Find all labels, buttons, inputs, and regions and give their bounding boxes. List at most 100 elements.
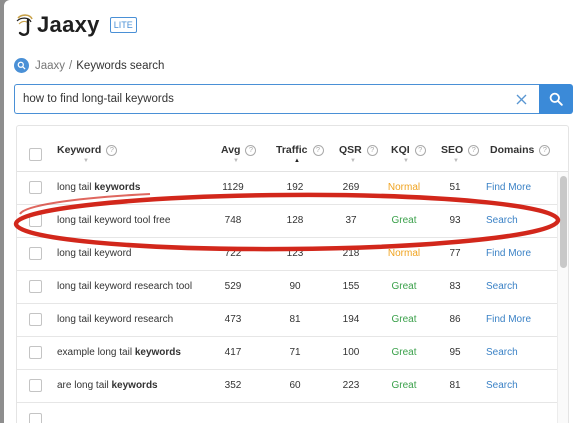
- help-circle-icon[interactable]: ?: [539, 144, 551, 156]
- domains-link[interactable]: Find More: [486, 248, 532, 259]
- keyword-cell[interactable]: are long tail keywords: [57, 370, 158, 402]
- keyword-text: long tail keyword: [57, 248, 132, 259]
- sort-arrow-icon: ▼: [233, 158, 239, 164]
- keyword-cell[interactable]: long tail keyword research: [57, 304, 173, 336]
- keyword-text: long tail keyword research: [57, 314, 174, 325]
- column-header-qsr[interactable]: QSR ?: [339, 144, 378, 156]
- kqi-cell: Great: [391, 281, 417, 292]
- search-bar: [14, 84, 573, 114]
- table-row[interactable]: long tail keyword 722 123 218 Normal 77 …: [17, 238, 558, 271]
- seo-cell: 51: [449, 182, 461, 193]
- keyword-cell[interactable]: long tail keyword: [57, 238, 131, 270]
- traffic-cell: 81: [289, 314, 301, 325]
- keyword-cell[interactable]: long tail keyword research tool: [57, 271, 192, 303]
- keyword-text-bold: keywords: [111, 380, 158, 391]
- traffic-cell: 90: [289, 281, 301, 292]
- help-circle-icon[interactable]: ?: [366, 144, 378, 156]
- table-row-partial: [17, 403, 558, 423]
- row-checkbox[interactable]: [29, 214, 42, 227]
- help-circle-icon[interactable]: ?: [245, 144, 257, 156]
- domains-link[interactable]: Search: [486, 215, 518, 226]
- column-header-avg[interactable]: Avg ?: [221, 144, 257, 156]
- table-row[interactable]: long tail keyword research 473 81 194 Gr…: [17, 304, 558, 337]
- help-circle-icon[interactable]: ?: [468, 144, 480, 156]
- domains-link[interactable]: Search: [486, 380, 518, 391]
- row-checkbox[interactable]: [29, 313, 42, 326]
- keyword-text: long tail keyword tool free: [57, 215, 171, 226]
- traffic-cell: 60: [289, 380, 301, 391]
- column-header-domains[interactable]: Domains ?: [490, 144, 551, 156]
- sort-arrow-active-icon: ▲: [294, 158, 300, 164]
- qsr-cell: 155: [342, 281, 360, 292]
- table-row[interactable]: are long tail keywords 352 60 223 Great …: [17, 370, 558, 403]
- kqi-cell: Great: [391, 380, 417, 391]
- sort-arrow-icon: ▼: [350, 158, 356, 164]
- traffic-cell: 192: [286, 182, 304, 193]
- brand-name[interactable]: Jaaxy: [37, 12, 100, 37]
- qsr-cell: 223: [342, 380, 360, 391]
- kqi-cell: Great: [391, 314, 417, 325]
- app-window: Jaaxy LITE Jaaxy / Keywords search Keywo…: [4, 0, 579, 423]
- domains-link[interactable]: Search: [486, 347, 518, 358]
- traffic-cell: 128: [286, 215, 304, 226]
- breadcrumb-root[interactable]: Jaaxy: [35, 59, 66, 72]
- sort-arrow-icon: ▼: [403, 158, 409, 164]
- close-icon[interactable]: [513, 91, 529, 107]
- seo-cell: 93: [449, 215, 461, 226]
- column-header-keyword[interactable]: Keyword ?: [57, 144, 118, 156]
- keywords-table: Keyword ? ▼ Avg ? ▼ Traffic ? ▲ QSR ? ▼ …: [16, 125, 569, 423]
- qsr-cell: 194: [342, 314, 360, 325]
- search-input[interactable]: [14, 84, 539, 114]
- avg-cell: 352: [224, 380, 242, 391]
- table-scrollbar[interactable]: [557, 172, 568, 423]
- keyword-text-bold: keywords: [134, 347, 181, 358]
- keyword-cell[interactable]: long tail keyword tool free: [57, 205, 170, 237]
- jaaxy-logo-mark: [16, 14, 33, 36]
- search-icon: [14, 58, 29, 73]
- seo-cell: 95: [449, 347, 461, 358]
- column-header-seo[interactable]: SEO ?: [441, 144, 480, 156]
- table-row[interactable]: example long tail keywords 417 71 100 Gr…: [17, 337, 558, 370]
- search-button[interactable]: [539, 84, 573, 114]
- table-row[interactable]: long tail keyword research tool 529 90 1…: [17, 271, 558, 304]
- column-header-label: Avg: [221, 144, 241, 156]
- keyword-cell[interactable]: long tail keywords: [57, 172, 140, 204]
- kqi-cell: Normal: [387, 182, 421, 193]
- qsr-cell: 100: [342, 347, 360, 358]
- kqi-cell: Great: [391, 347, 417, 358]
- table-row[interactable]: long tail keywords 1129 192 269 Normal 5…: [17, 172, 558, 205]
- lite-badge: LITE: [109, 17, 137, 33]
- help-circle-icon[interactable]: ?: [312, 144, 324, 156]
- avg-cell: 417: [224, 347, 242, 358]
- seo-cell: 86: [449, 314, 461, 325]
- column-header-label: SEO: [441, 144, 464, 156]
- sort-arrow-icon: ▼: [83, 158, 89, 164]
- select-all-checkbox[interactable]: [29, 148, 42, 161]
- domains-link[interactable]: Find More: [486, 182, 532, 193]
- scrollbar-thumb[interactable]: [560, 176, 567, 268]
- row-checkbox[interactable]: [29, 280, 42, 293]
- keyword-cell[interactable]: example long tail keywords: [57, 337, 181, 369]
- row-checkbox[interactable]: [29, 181, 42, 194]
- avg-cell: 722: [224, 248, 242, 259]
- traffic-cell: 123: [286, 248, 304, 259]
- column-header-label: Traffic: [276, 144, 308, 156]
- row-checkbox[interactable]: [29, 379, 42, 392]
- domains-link[interactable]: Find More: [486, 314, 532, 325]
- column-header-kqi[interactable]: KQI ?: [391, 144, 426, 156]
- help-circle-icon[interactable]: ?: [414, 144, 426, 156]
- row-checkbox[interactable]: [29, 413, 42, 423]
- help-circle-icon[interactable]: ?: [106, 144, 118, 156]
- row-checkbox[interactable]: [29, 247, 42, 260]
- row-checkbox[interactable]: [29, 346, 42, 359]
- seo-cell: 77: [449, 248, 461, 259]
- table-row[interactable]: long tail keyword tool free 748 128 37 G…: [17, 205, 558, 238]
- avg-cell: 529: [224, 281, 242, 292]
- kqi-cell: Normal: [387, 248, 421, 259]
- column-header-label: QSR: [339, 144, 362, 156]
- column-header-traffic[interactable]: Traffic ?: [276, 144, 324, 156]
- domains-link[interactable]: Search: [486, 281, 518, 292]
- avg-cell: 748: [224, 215, 242, 226]
- sort-arrow-icon: ▼: [453, 158, 459, 164]
- keyword-text: are long tail: [57, 380, 112, 391]
